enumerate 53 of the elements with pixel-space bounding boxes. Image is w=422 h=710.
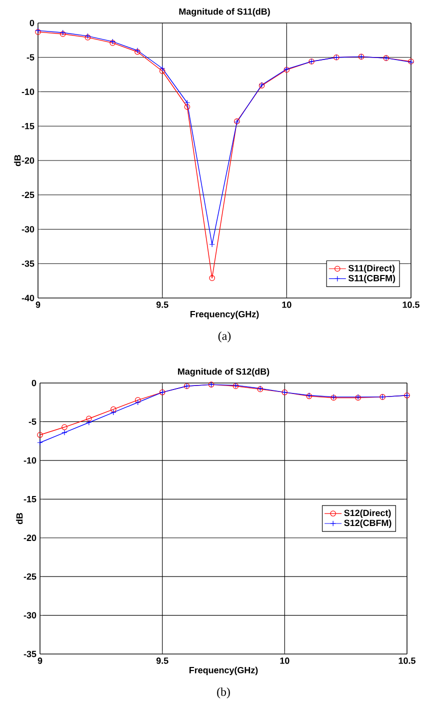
point [134, 399, 141, 406]
point [184, 104, 190, 110]
y-tick-label: -15 [24, 496, 36, 502]
point [110, 410, 116, 416]
text: (b) [217, 688, 230, 698]
chart-title: Magnitude of S12(dB) [178, 368, 270, 377]
text: (a) [218, 332, 231, 342]
y-tick-label: -5 [28, 418, 36, 425]
y-tick-label: -15 [22, 123, 34, 130]
y-tick-label: -40 [22, 294, 34, 302]
point [209, 241, 215, 248]
x-tick-label: 10 [282, 302, 292, 308]
x-tick-label: 10 [280, 658, 290, 664]
y-tick-label: -10 [22, 88, 34, 95]
legend-label: S12(Direct) [344, 510, 391, 518]
point [37, 432, 43, 438]
y-tick-label: 0 [30, 20, 34, 26]
point [62, 424, 68, 430]
legend-label: S11(CBFM) [348, 274, 396, 284]
y-tick-label: -25 [22, 192, 34, 198]
chart-title: Magnitude of S11(dB) [179, 8, 270, 17]
x-tick-label: 9 [38, 658, 42, 664]
point [86, 420, 92, 426]
x-axis-title: Frequency(GHz) [190, 310, 259, 320]
y-tick-label: -35 [24, 650, 36, 658]
point [86, 416, 92, 422]
x-axis-title: Frequency(GHz) [189, 666, 258, 676]
point [110, 406, 116, 412]
point [37, 440, 43, 446]
y-tick-label: -25 [24, 573, 36, 580]
y-tick-label: -35 [22, 260, 34, 267]
legend-label: S11(Direct) [348, 264, 395, 274]
point [209, 275, 215, 281]
y-tick-label: -30 [22, 226, 34, 232]
point [159, 65, 166, 72]
x-tick-label: 10.5 [402, 302, 420, 308]
y-tick-label: -20 [24, 534, 36, 542]
y-tick-label: 0 [32, 380, 36, 386]
y-tick-label: -10 [24, 457, 36, 464]
x-tick-label: 9.5 [156, 302, 168, 308]
y-tick-label: -20 [22, 157, 34, 164]
point [62, 430, 68, 436]
y-tick-label: -5 [26, 54, 34, 61]
x-tick-label: 9 [36, 302, 40, 308]
x-tick-label: 9.5 [156, 658, 168, 664]
y-tick-label: -30 [24, 612, 36, 618]
point [184, 100, 190, 106]
legend-label: S12(CBFM) [344, 520, 392, 528]
x-tick-label: 10.5 [398, 658, 416, 664]
y-axis-title: dB [16, 512, 23, 524]
point [134, 397, 141, 403]
y-axis-title: dB [14, 154, 21, 166]
point [159, 68, 166, 74]
